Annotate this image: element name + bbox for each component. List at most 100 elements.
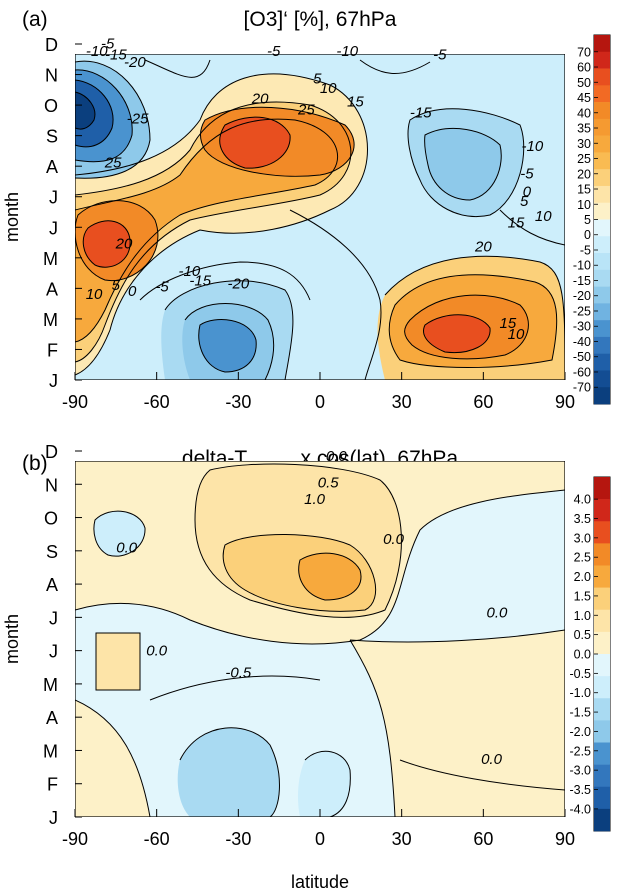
colorbar-cell [594,499,610,522]
colorbar-cell [594,698,610,721]
colorbar-tick-label: -3.0 [569,764,591,778]
colorbar-cell [594,387,610,405]
colorbar-tick-label: 20 [577,167,591,181]
y-tick-label: A [46,708,58,728]
colorbar-cell [594,169,610,187]
y-tick-label: O [44,96,58,116]
colorbar-tick-label: 0 [584,228,591,242]
x-tick-label: 60 [473,829,493,849]
y-tick-label: M [43,675,58,695]
colorbar-tick-label: 35 [577,122,591,136]
y-tick-label: M [43,249,58,269]
colorbar-cell [594,764,610,788]
contour-label: -10 [86,43,108,60]
colorbar-cell [594,676,610,699]
y-tick-label: O [44,509,58,529]
contour-label: 25 [104,155,122,172]
panel-a-x-axis: -90 -60 -30 0 30 60 90 [62,372,575,412]
colorbar-tick-label: 50 [577,76,591,90]
colorbar-tick-label: 15 [577,183,591,197]
colorbar-tick-label: 0.5 [574,628,591,642]
contour-label: -25 [127,110,149,127]
colorbar-cell [594,320,610,338]
colorbar-tick-label: 30 [577,137,591,151]
colorbar-tick-label: -5 [580,243,591,257]
colorbar-tick-label: 45 [577,91,591,105]
colorbar-cell [594,269,610,287]
colorbar-cell [594,51,610,69]
colorbar-cell [594,742,610,765]
colorbar-cell [594,477,610,500]
contour-label: 5 [112,277,121,294]
contour-label: 15 [499,315,516,332]
y-tick-label: D [45,35,58,55]
x-tick-label: -30 [225,829,251,849]
colorbar-cell [594,370,610,388]
panel-b-label: (b) [22,452,48,475]
colorbar-cell [594,202,610,220]
x-tick-label: 30 [392,829,412,849]
contour-label: 20 [115,236,133,253]
colorbar-cell [594,808,610,832]
x-tick-label: -90 [62,829,88,849]
y-tick-label: A [46,279,58,299]
panel-b-contour-fill [75,461,565,817]
contour-label: 20 [251,91,269,108]
x-tick-label: -60 [144,829,170,849]
panel-b-x-axis: -90 -60 -30 0 30 60 90 [62,809,575,849]
colorbar-tick-label: -25 [573,304,591,318]
colorbar-tick-label: -15 [573,274,591,288]
panel-b-colorbar: 4.0 3.5 3.0 2.5 2.0 1.5 1.0 0.5 0.0 -0.5 -1.0 -1.5 -… [569,476,611,832]
colorbar-tick-label: -40 [573,335,591,349]
y-tick-label: A [46,575,58,595]
colorbar-tick-label: 2.5 [574,551,591,565]
panel-a-title: [O3]‘ [%], 67hPa [244,8,397,31]
contour-label: -10 [521,138,543,155]
colorbar-cell [594,253,610,271]
contour-label: 0.0 [116,539,138,556]
contour-label: -0.5 [225,664,252,681]
contour-label: 5 [520,193,529,210]
contour-label: 0.0 [487,604,509,621]
colorbar-tick-label: 0.0 [574,648,591,662]
contour-label: 25 [297,101,315,118]
colorbar-cell [594,85,610,103]
contour-label: -5 [433,46,447,63]
y-tick-label: S [46,127,58,147]
x-tick-label: 90 [555,392,575,412]
y-tick-label: F [47,340,58,360]
y-tick-label: M [43,741,58,761]
colorbar-tick-label: -10 [573,259,591,273]
y-tick-label: J [49,371,58,391]
panel-a-contour-fill [75,54,565,380]
colorbar-tick-label: -3.5 [569,783,591,797]
colorbar-tick-label: 40 [577,106,591,120]
contour-label: 10 [320,80,337,97]
colorbar-tick-label: -2.5 [569,744,591,758]
colorbar-cell [594,543,610,566]
contour-label: 10 [535,208,552,225]
colorbar-cell [594,565,610,588]
colorbar-tick-label: -1.0 [569,686,591,700]
panel-a-colorbar: 706050454035302520151050-5-10-15-20-25-3… [573,34,611,405]
colorbar-cell [594,236,610,254]
colorbar-tick-label: -20 [573,289,591,303]
colorbar-tick-label: 25 [577,152,591,166]
contour-label: 0.5 [318,475,340,492]
y-tick-label: J [49,642,58,662]
panel-b-contour-labels: 0.0 0.51.0 0.0 0.0 0.0 0.0 -0.5 0.0 [116,448,508,768]
x-tick-label: 90 [555,829,575,849]
colorbar-tick-label: -50 [573,350,591,364]
x-tick-label: 0 [315,829,325,849]
contour-label: -20 [227,275,249,292]
contour-label: -15 [189,272,211,289]
x-tick-label: 0 [315,392,325,412]
contour-label: 0.0 [146,643,168,660]
contour-label: 20 [474,239,492,256]
colorbar-tick-label: 1.0 [574,609,591,623]
contour-label: 0.0 [326,448,348,465]
y-tick-label: J [49,808,58,828]
x-tick-label: -60 [144,392,170,412]
